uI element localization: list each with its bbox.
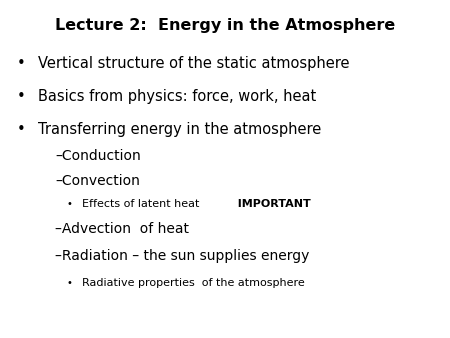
Text: •: • xyxy=(17,122,26,137)
Text: •: • xyxy=(17,55,26,71)
Text: Vertical structure of the static atmosphere: Vertical structure of the static atmosph… xyxy=(37,55,349,71)
Text: •: • xyxy=(66,278,72,288)
Text: •: • xyxy=(17,89,26,104)
Text: –Convection: –Convection xyxy=(55,174,140,188)
Text: –Advection  of heat: –Advection of heat xyxy=(55,222,189,236)
Text: Effects of latent heat: Effects of latent heat xyxy=(82,199,199,210)
Text: Transferring energy in the atmosphere: Transferring energy in the atmosphere xyxy=(37,122,321,137)
Text: •: • xyxy=(66,199,72,210)
Text: IMPORTANT: IMPORTANT xyxy=(230,199,311,210)
Text: Radiative properties  of the atmosphere: Radiative properties of the atmosphere xyxy=(82,278,304,288)
Text: Basics from physics: force, work, heat: Basics from physics: force, work, heat xyxy=(37,89,316,104)
Text: Lecture 2:  Energy in the Atmosphere: Lecture 2: Energy in the Atmosphere xyxy=(55,18,395,33)
Text: –Conduction: –Conduction xyxy=(55,149,141,163)
Text: –Radiation – the sun supplies energy: –Radiation – the sun supplies energy xyxy=(55,249,310,263)
